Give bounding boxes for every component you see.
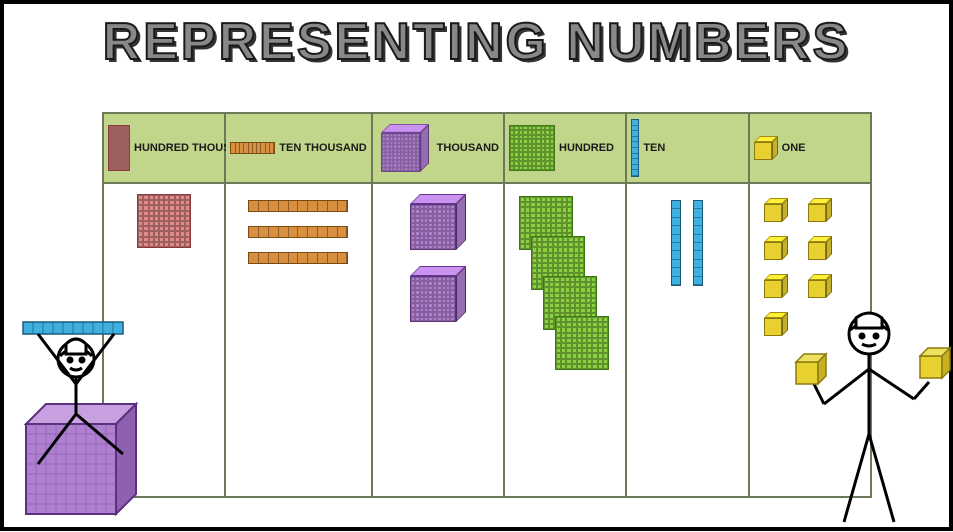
column-label: TEN [643,142,665,154]
left-stick-figure [8,304,158,526]
column-body [226,184,370,496]
column-header: TEN THOUSAND [226,114,370,184]
header-longbar-icon [230,142,275,154]
column-hundred: HUNDRED [505,114,627,496]
page-title: REPRESENTING NUMBERS [4,4,949,78]
long-block [248,226,348,238]
held-cube-left [796,354,826,384]
column-label: HUNDRED [559,142,614,154]
column-header: HUNDRED [505,114,625,184]
header-flat-icon [509,125,555,171]
unit-block [764,236,788,260]
long-block [248,252,348,264]
column-label: TEN THOUSAND [279,142,366,154]
column-body [505,184,625,496]
right-stick-figure [794,294,953,532]
column-thousand: THOUSAND [373,114,505,496]
column-header: THOUSAND [373,114,503,184]
unit-block [764,312,788,336]
header-flat-icon [108,125,130,171]
header-rod-icon [631,119,639,177]
rod-block [671,200,681,286]
column-label: ONE [782,142,806,154]
column-ten-thousand: TEN THOUSAND [226,114,372,496]
long-block [248,200,348,212]
unit-block [808,198,832,222]
unit-block [808,236,832,260]
place-value-chart: HUNDRED THOUSAND TEN THOUSAND THOUSAND HUND… [102,112,872,498]
unit-block [764,274,788,298]
column-header: ONE [750,114,870,184]
column-body [373,184,503,496]
unit-block [764,198,788,222]
column-header: TEN [627,114,747,184]
header-unit-icon [754,136,778,160]
held-cube-right [920,348,950,378]
cube-block [410,194,466,250]
flat-block [137,194,191,248]
flat-block [555,316,609,370]
column-body [627,184,747,496]
header-cube-icon [381,124,429,172]
column-label: THOUSAND [437,142,499,154]
rod-block [693,200,703,286]
column-header: HUNDRED THOUSAND [104,114,224,184]
column-ten: TEN [627,114,749,496]
cube-block [410,266,466,322]
